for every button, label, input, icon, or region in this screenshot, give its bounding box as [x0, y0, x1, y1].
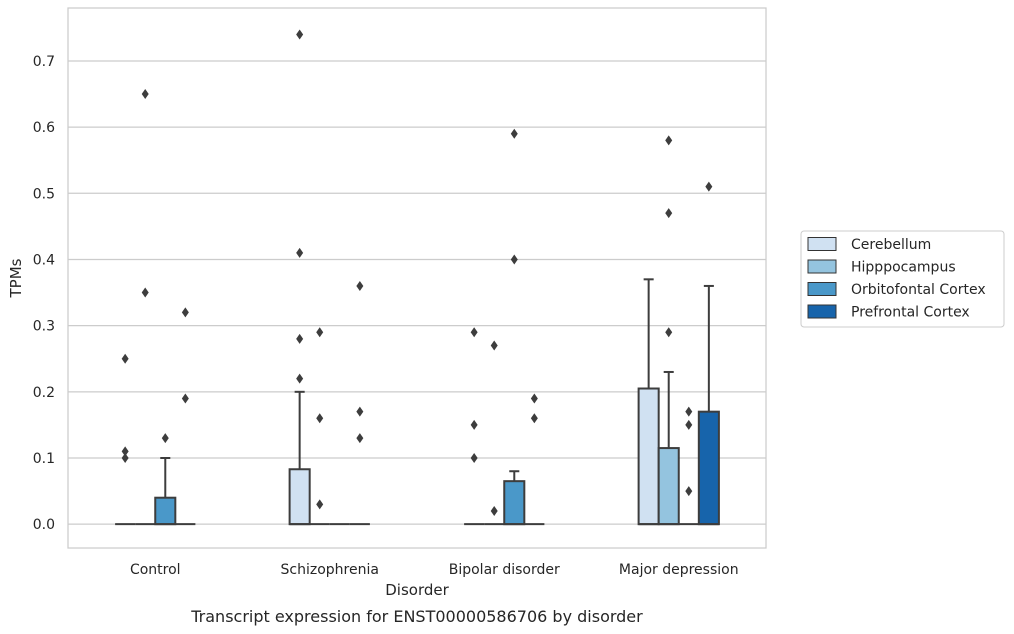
outlier-point [161, 433, 169, 444]
y-tick-label: 0.7 [33, 54, 55, 70]
legend-frame [800, 230, 1005, 328]
outlier-point [296, 373, 304, 384]
outlier-point [316, 413, 324, 424]
box-orbitofontal-cortex [678, 406, 699, 526]
box-orbitofontal-cortex [503, 128, 526, 526]
outlier-point [316, 327, 324, 338]
plot-frame [67, 7, 767, 549]
y-tick-label: 0.4 [33, 252, 55, 268]
box-hipppocampus [135, 89, 156, 526]
box-body [288, 468, 311, 526]
outlier-point [490, 505, 498, 516]
outlier-point [665, 327, 673, 338]
legend: Cerebellum Hipppocampus Orbitofontal Corte… [800, 230, 1005, 328]
outlier-point [121, 446, 129, 457]
x-tick-label: Bipolar disorder [449, 562, 560, 578]
box-hipppocampus [657, 135, 680, 526]
outlier-point [296, 333, 304, 344]
box-cerebellum [464, 327, 485, 526]
box-body [657, 447, 680, 526]
x-tick-labels: Control Schizophrenia Bipolar disorder Majo… [130, 562, 739, 578]
y-tick-label: 0.5 [33, 186, 55, 202]
box-series-group [115, 29, 720, 526]
legend-label: Orbitofontal Cortex [851, 282, 986, 298]
outlier-point [470, 453, 478, 463]
outlier-point [141, 287, 149, 298]
outlier-point [665, 135, 673, 146]
outlier-point [470, 327, 478, 338]
outlier-point [141, 89, 149, 100]
box-cerebellum [288, 29, 311, 526]
box-body [637, 387, 660, 526]
outlier-point [356, 406, 364, 417]
box-prefrontal-cortex [349, 280, 370, 526]
outlier-point [685, 419, 693, 430]
outlier-point [530, 393, 538, 404]
outlier-point [296, 247, 304, 258]
box-prefrontal-cortex [524, 393, 545, 526]
x-tick-label: Schizophrenia [281, 562, 379, 578]
legend-swatch [807, 259, 837, 274]
outlier-point [530, 413, 538, 424]
box-body [154, 496, 177, 526]
legend-label: Prefrontal Cortex [851, 305, 970, 321]
outlier-point [685, 406, 693, 417]
outlier-point [685, 486, 693, 497]
outlier-point [705, 181, 713, 192]
outlier-point [181, 307, 189, 318]
chart-caption: Transcript expression for ENST0000058670… [190, 607, 643, 626]
outlier-point [121, 353, 129, 364]
y-axis-title: TPMs [7, 258, 25, 298]
y-tick-label: 0.2 [33, 385, 55, 401]
x-axis-title: Disorder [385, 581, 449, 599]
y-tick-label: 0.3 [33, 319, 55, 335]
legend-swatch [807, 282, 837, 296]
legend-swatch [807, 237, 837, 251]
box-body [503, 480, 526, 526]
box-hipppocampus [309, 327, 330, 526]
outlier-point [510, 128, 518, 139]
box-cerebellum [637, 278, 660, 526]
legend-swatch [807, 304, 837, 319]
outlier-point [181, 393, 189, 404]
y-tick-labels: 0.0 0.1 0.2 0.3 0.4 0.5 0.6 0.7 [33, 54, 55, 533]
x-tick-label: Control [130, 562, 181, 578]
y-tick-label: 0.1 [33, 451, 55, 467]
box-prefrontal-cortex [697, 181, 720, 526]
outlier-point [510, 254, 518, 265]
outlier-point [490, 340, 498, 351]
y-tick-label: 0.0 [33, 517, 55, 533]
box-body [697, 410, 720, 526]
outlier-point [121, 453, 129, 463]
legend-label: Hipppocampus [851, 260, 956, 276]
outlier-point [356, 280, 364, 291]
box-cerebellum [115, 353, 136, 526]
outlier-point [470, 419, 478, 430]
outlier-point [296, 29, 304, 40]
box-prefrontal-cortex [175, 307, 196, 526]
outlier-point [316, 499, 324, 510]
box-hipppocampus [484, 340, 505, 526]
box-orbitofontal-cortex [154, 433, 177, 526]
outlier-point [665, 208, 673, 219]
outlier-point [356, 433, 364, 444]
x-tick-label: Major depression [619, 562, 739, 578]
y-tick-label: 0.6 [33, 120, 55, 136]
legend-label: Cerebellum [851, 237, 931, 253]
